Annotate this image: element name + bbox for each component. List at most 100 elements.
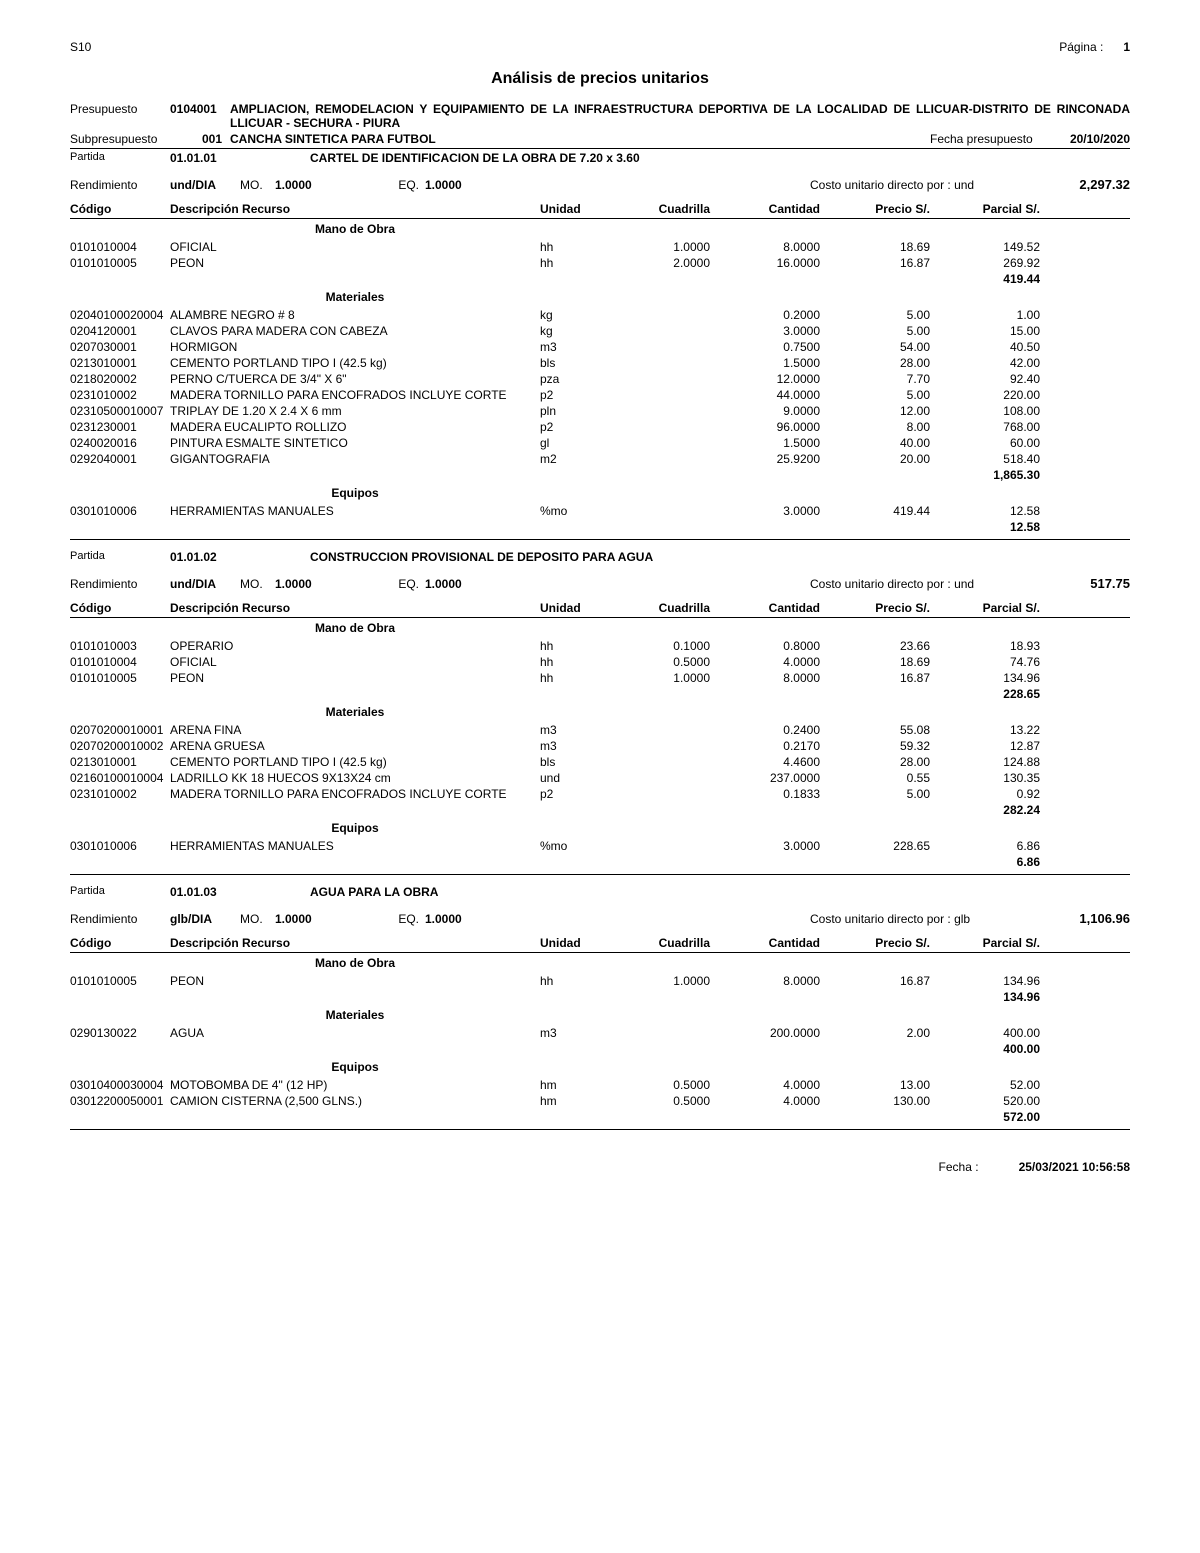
eq-label: EQ. (345, 178, 425, 192)
cell-precio: 13.00 (820, 1078, 930, 1092)
cell-parcial: 220.00 (930, 388, 1040, 402)
cell-cantidad: 1.5000 (710, 436, 820, 450)
subtotal-val: 1,865.30 (930, 468, 1040, 482)
resource-row: 0301010006HERRAMIENTAS MANUALES%mo3.0000… (70, 838, 1130, 854)
cell-codigo: 0101010004 (70, 655, 170, 669)
resource-row: 0292040001GIGANTOGRAFIAm225.920020.00518… (70, 451, 1130, 467)
eq-val: 1.0000 (425, 178, 485, 192)
hdr-parcial: Parcial S/. (930, 936, 1040, 950)
cell-precio: 7.70 (820, 372, 930, 386)
cell-precio: 20.00 (820, 452, 930, 466)
cell-codigo: 02070200010001 (70, 723, 170, 737)
cell-cuadrilla (620, 388, 710, 402)
section-subtotal: 572.00 (70, 1109, 1130, 1125)
cell-parcial: 1.00 (930, 308, 1040, 322)
cell-unidad: bls (540, 755, 620, 769)
partidas-container: Partida01.01.01CARTEL DE IDENTIFICACION … (70, 149, 1130, 1130)
section-name: Equipos (170, 1058, 540, 1076)
cell-cuadrilla (620, 771, 710, 785)
resource-row: 0218020002PERNO C/TUERCA DE 3/4" X 6"pza… (70, 371, 1130, 387)
partida-code: 01.01.01 (170, 151, 310, 165)
cell-cantidad: 96.0000 (710, 420, 820, 434)
cell-desc: GIGANTOGRAFIA (170, 452, 540, 466)
hdr-precio: Precio S/. (820, 936, 930, 950)
cell-desc: ARENA FINA (170, 723, 540, 737)
subtotal-val: 12.58 (930, 520, 1040, 534)
cell-desc: ALAMBRE NEGRO # 8 (170, 308, 540, 322)
cell-cantidad: 8.0000 (710, 671, 820, 685)
resource-row: 0240020016PINTURA ESMALTE SINTETICOgl1.5… (70, 435, 1130, 451)
cell-codigo: 0231230001 (70, 420, 170, 434)
cell-precio: 419.44 (820, 504, 930, 518)
cell-desc: PINTURA ESMALTE SINTETICO (170, 436, 540, 450)
partida-separator (70, 874, 1130, 875)
cell-cantidad: 9.0000 (710, 404, 820, 418)
costo-label: Costo unitario directo por : und (810, 577, 1030, 591)
cell-cuadrilla (620, 787, 710, 801)
cell-codigo: 0301010006 (70, 504, 170, 518)
cell-parcial: 134.96 (930, 974, 1040, 988)
cell-cuadrilla (620, 739, 710, 753)
hdr-cantidad: Cantidad (710, 936, 820, 950)
cell-unidad: pza (540, 372, 620, 386)
cell-codigo: 02310500010007 (70, 404, 170, 418)
subtotal-val: 419.44 (930, 272, 1040, 286)
costo-label: Costo unitario directo por : glb (810, 912, 1030, 926)
cell-parcial: 124.88 (930, 755, 1040, 769)
cell-cantidad: 0.7500 (710, 340, 820, 354)
partida-label: Partida (70, 885, 170, 899)
partida-code: 01.01.02 (170, 550, 310, 564)
cell-unidad: hm (540, 1094, 620, 1108)
section-header: Mano de Obra (70, 953, 1130, 973)
cell-unidad: hh (540, 256, 620, 270)
subtotal-val: 134.96 (930, 990, 1040, 1004)
hdr-unidad: Unidad (540, 936, 620, 950)
cell-codigo: 0204120001 (70, 324, 170, 338)
cell-parcial: 269.92 (930, 256, 1040, 270)
sub-label: Subpresupuesto (70, 132, 170, 146)
cell-unidad: bls (540, 356, 620, 370)
resource-row: 02310500010007TRIPLAY DE 1.20 X 2.4 X 6 … (70, 403, 1130, 419)
section-name: Materiales (170, 1006, 540, 1024)
cell-cuadrilla (620, 436, 710, 450)
costo-val: 517.75 (1030, 576, 1130, 591)
cell-cuadrilla (620, 308, 710, 322)
section-header: Materiales (70, 287, 1130, 307)
subtotal-val: 400.00 (930, 1042, 1040, 1056)
cell-parcial: 42.00 (930, 356, 1040, 370)
cell-codigo: 0213010001 (70, 755, 170, 769)
eq-val: 1.0000 (425, 577, 485, 591)
mo-label: MO. (240, 178, 275, 192)
cell-cantidad: 4.4600 (710, 755, 820, 769)
cell-parcial: 12.87 (930, 739, 1040, 753)
cell-cantidad: 12.0000 (710, 372, 820, 386)
cell-unidad: m3 (540, 340, 620, 354)
presupuesto-desc: AMPLIACION, REMODELACION Y EQUIPAMIENTO … (230, 102, 1130, 130)
section-name: Mano de Obra (170, 954, 540, 972)
subtotal-val: 282.24 (930, 803, 1040, 817)
partida-header: Partida01.01.01CARTEL DE IDENTIFICACION … (70, 149, 1130, 173)
cell-cantidad: 0.2000 (710, 308, 820, 322)
doc-title: Análisis de precios unitarios (70, 70, 1130, 88)
cell-precio: 18.69 (820, 240, 930, 254)
resource-row: 0207030001HORMIGONm30.750054.0040.50 (70, 339, 1130, 355)
resource-row: 0290130022AGUAm3200.00002.00400.00 (70, 1025, 1130, 1041)
cell-precio: 16.87 (820, 974, 930, 988)
costo-label: Costo unitario directo por : und (810, 178, 1030, 192)
hdr-codigo: Código (70, 601, 170, 615)
cell-desc: PERNO C/TUERCA DE 3/4" X 6" (170, 372, 540, 386)
cell-codigo: 03012200050001 (70, 1094, 170, 1108)
section-name: Materiales (170, 703, 540, 721)
resource-row: 0213010001CEMENTO PORTLAND TIPO I (42.5 … (70, 754, 1130, 770)
column-headers: CódigoDescripción RecursoUnidadCuadrilla… (70, 936, 1130, 953)
cell-cuadrilla (620, 1026, 710, 1040)
section-subtotal: 282.24 (70, 802, 1130, 818)
cell-cuadrilla: 0.5000 (620, 1078, 710, 1092)
partida-code: 01.01.03 (170, 885, 310, 899)
cell-precio: 28.00 (820, 356, 930, 370)
cell-desc: CAMION CISTERNA (2,500 GLNS.) (170, 1094, 540, 1108)
hdr-cantidad: Cantidad (710, 202, 820, 216)
cell-codigo: 03010400030004 (70, 1078, 170, 1092)
cell-parcial: 40.50 (930, 340, 1040, 354)
column-headers: CódigoDescripción RecursoUnidadCuadrilla… (70, 202, 1130, 219)
